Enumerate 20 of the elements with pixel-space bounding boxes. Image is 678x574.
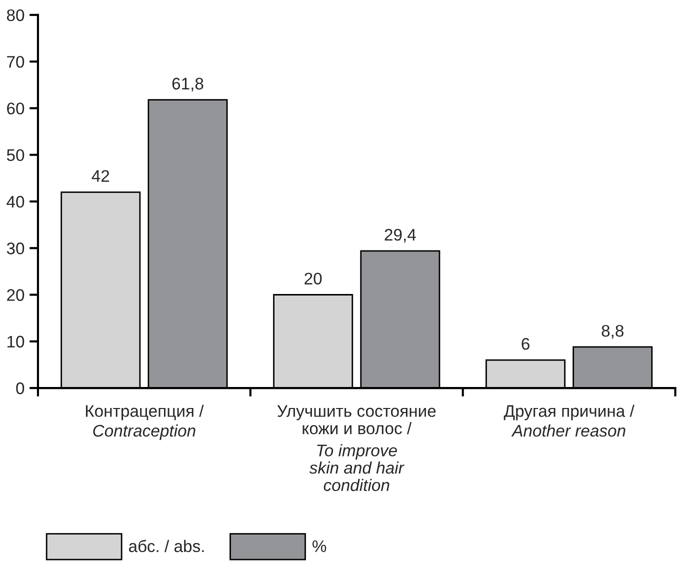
data-label: 8,8 (602, 324, 624, 339)
y-tick-label: 30 (6, 242, 24, 254)
x-tick-label: Другая причина / Another reason (504, 404, 634, 437)
data-label: 61,8 (172, 78, 204, 92)
y-tick-label: 80 (6, 9, 24, 22)
data-label: 6 (522, 338, 530, 350)
data-label: 29,4 (384, 228, 416, 243)
y-tick-label: 70 (7, 56, 24, 68)
y-tick-label: 10 (8, 336, 24, 348)
y-tick-label: 20 (7, 289, 24, 301)
y-tick-label: 40 (6, 196, 24, 208)
legend-label: % (312, 540, 326, 552)
y-tick-label: 50 (6, 149, 24, 162)
y-tick-label: 60 (7, 102, 24, 114)
x-tick-label: Контрацепция / Contraception (86, 404, 204, 440)
legend-label: абс. / abs. (128, 540, 204, 552)
x-tick-label: Улучшить состояние кожи и волос / To improve skin and hair condition (277, 405, 436, 492)
data-label: 42 (92, 170, 110, 182)
data-label: 20 (304, 272, 322, 285)
y-tick-label: 0 (16, 382, 24, 394)
